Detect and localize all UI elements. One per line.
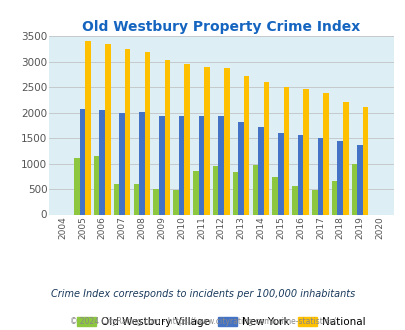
Bar <box>119 113 125 214</box>
Bar <box>252 165 258 214</box>
Bar <box>232 172 238 214</box>
Bar <box>178 116 184 214</box>
Text: © 2024 CityRating.com - https://www.cityrating.com/crime-statistics/: © 2024 CityRating.com - https://www.city… <box>70 317 335 326</box>
Bar <box>362 107 367 214</box>
Legend: Old Westbury Village, New York, National: Old Westbury Village, New York, National <box>72 313 369 330</box>
Bar <box>94 156 99 215</box>
Bar <box>144 51 150 214</box>
Text: Crime Index corresponds to incidents per 100,000 inhabitants: Crime Index corresponds to incidents per… <box>51 289 354 299</box>
Title: Old Westbury Property Crime Index: Old Westbury Property Crime Index <box>82 20 360 34</box>
Bar <box>351 164 356 214</box>
Bar <box>153 189 159 214</box>
Bar <box>173 189 178 214</box>
Bar <box>193 171 198 214</box>
Bar <box>99 110 105 214</box>
Bar <box>184 64 190 214</box>
Bar <box>342 103 348 214</box>
Bar <box>224 68 229 215</box>
Bar <box>356 145 362 214</box>
Bar <box>258 127 263 214</box>
Bar <box>125 49 130 214</box>
Bar <box>272 177 277 214</box>
Bar <box>292 186 297 214</box>
Bar <box>198 116 204 214</box>
Bar <box>74 158 79 215</box>
Bar <box>303 89 308 214</box>
Bar <box>85 41 91 214</box>
Bar <box>263 82 269 214</box>
Bar <box>283 87 288 214</box>
Bar <box>311 189 317 214</box>
Bar <box>277 133 283 214</box>
Bar <box>113 184 119 215</box>
Bar <box>204 67 209 214</box>
Bar <box>139 112 144 214</box>
Bar <box>133 184 139 215</box>
Bar <box>164 60 170 214</box>
Bar <box>79 109 85 214</box>
Bar <box>331 182 337 215</box>
Bar <box>243 76 249 214</box>
Bar <box>212 166 218 214</box>
Bar <box>322 93 328 214</box>
Bar <box>238 122 243 214</box>
Bar <box>337 141 342 214</box>
Bar <box>317 138 322 214</box>
Bar <box>159 116 164 214</box>
Bar <box>105 45 110 215</box>
Bar <box>218 116 224 214</box>
Bar <box>297 135 303 214</box>
